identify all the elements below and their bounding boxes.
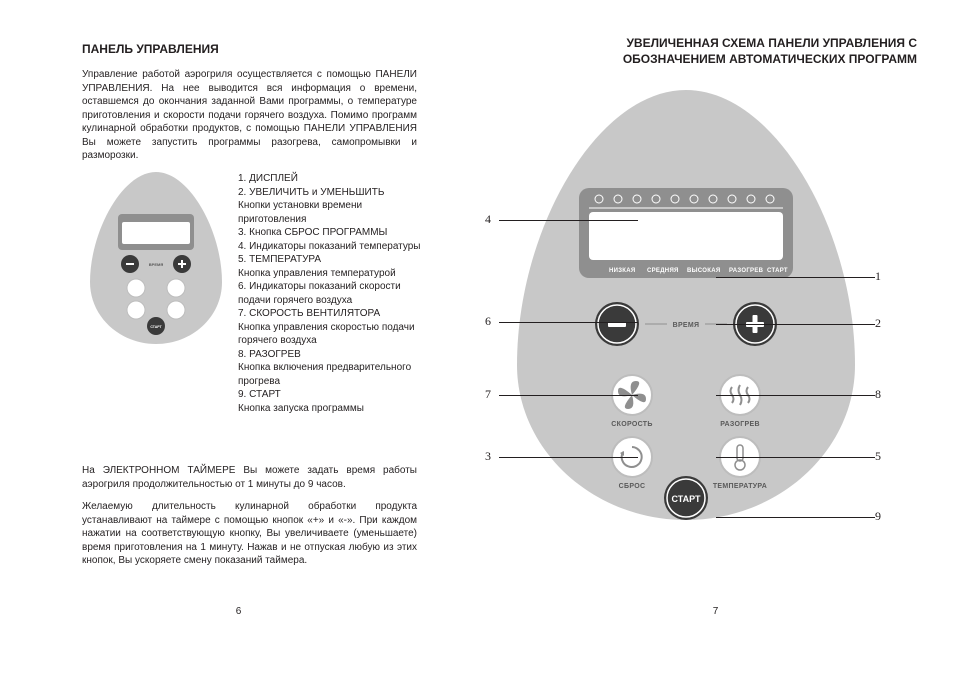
callout-8: 8 xyxy=(875,387,881,402)
disp-label-low: НИЗКАЯ xyxy=(609,268,636,274)
speed-label: СКОРОСТЬ xyxy=(611,421,652,428)
callout-line xyxy=(716,457,875,458)
callout-line xyxy=(499,220,638,221)
callout-9: 9 xyxy=(875,509,881,524)
callout-3: 3 xyxy=(485,449,491,464)
heading-left: ПАНЕЛЬ УПРАВЛЕНИЯ xyxy=(82,42,219,56)
page-number-left: 6 xyxy=(0,606,477,617)
callout-line xyxy=(716,517,875,518)
time-label: ВРЕМЯ xyxy=(673,322,700,329)
legend-line: 7. СКОРОСТЬ ВЕНТИЛЯТОРА xyxy=(238,307,423,321)
start-button[interactable]: СТАРТ xyxy=(664,476,708,520)
callout-line xyxy=(499,395,638,396)
legend-line: Кнопки установки времени приготовления xyxy=(238,199,423,226)
page-left: ПАНЕЛЬ УПРАВЛЕНИЯ Управление работой аэр… xyxy=(0,0,477,677)
legend-line: 4. Индикаторы показаний температуры xyxy=(238,240,423,254)
heat-label: РАЗОГРЕВ xyxy=(720,421,760,428)
footer-paragraph-1: На ЭЛЕКТРОННОМ ТАЙМЕРЕ Вы можете задать … xyxy=(82,464,417,491)
callout-line xyxy=(716,324,875,325)
reset-label: СБРОС xyxy=(619,483,646,490)
disp-label-med: СРЕДНЯЯ xyxy=(647,268,679,274)
svg-text:ВРЕМЯ: ВРЕМЯ xyxy=(149,262,164,267)
minus-button[interactable] xyxy=(595,302,639,346)
svg-text:СТАРТ: СТАРТ xyxy=(150,325,162,329)
control-panel-large-diagram: НИЗКАЯ СРЕДНЯЯ ВЫСОКАЯ РАЗОГРЕВ СТАРТ ВР… xyxy=(517,90,855,520)
callout-line xyxy=(499,322,638,323)
start-label: СТАРТ xyxy=(671,494,701,504)
legend-line: 5. ТЕМПЕРАТУРА xyxy=(238,253,423,267)
legend-line: 2. УВЕЛИЧИТЬ и УМЕНЬШИТЬ xyxy=(238,186,423,200)
control-panel-small-diagram: ВРЕМЯ СТАРТ xyxy=(90,172,222,344)
legend-list: 1. ДИСПЛЕЙ2. УВЕЛИЧИТЬ и УМЕНЬШИТЬКнопки… xyxy=(238,172,423,415)
callout-line xyxy=(499,457,638,458)
callout-1: 1 xyxy=(875,269,881,284)
legend-line: 8. РАЗОГРЕВ xyxy=(238,348,423,362)
footer-paragraph-2: Желаемую длительность кулинарной обработ… xyxy=(82,500,417,568)
legend-line: Кнопка запуска программы xyxy=(238,402,423,416)
callout-line xyxy=(716,277,875,278)
callout-5: 5 xyxy=(875,449,881,464)
callout-4: 4 xyxy=(485,212,491,227)
temperature-label: ТЕМПЕРАТУРА xyxy=(713,483,767,490)
callout-2: 2 xyxy=(875,316,881,331)
callout-7: 7 xyxy=(485,387,491,402)
legend-line: 6. Индикаторы показаний скорости подачи … xyxy=(238,280,423,307)
legend-line: 9. СТАРТ xyxy=(238,388,423,402)
legend-line: Кнопка включения предварительного прогре… xyxy=(238,361,423,388)
legend-line: Кнопка управления температурой xyxy=(238,267,423,281)
heading-right: УВЕЛИЧЕННАЯ СХЕМА ПАНЕЛИ УПРАВЛЕНИЯ С ОБ… xyxy=(547,36,917,67)
page-number-right: 7 xyxy=(477,606,954,617)
callout-6: 6 xyxy=(485,314,491,329)
disp-label-reheat: РАЗОГРЕВ xyxy=(729,268,764,274)
legend-line: 3. Кнопка СБРОС ПРОГРАММЫ xyxy=(238,226,423,240)
callout-line xyxy=(716,395,875,396)
disp-label-high: ВЫСОКАЯ xyxy=(687,268,720,274)
legend-line: Кнопка управления скоростью подачи горяч… xyxy=(238,321,423,348)
legend-line: 1. ДИСПЛЕЙ xyxy=(238,172,423,186)
disp-label-start: СТАРТ xyxy=(767,268,788,274)
intro-paragraph: Управление работой аэрогриля осуществляе… xyxy=(82,68,417,163)
